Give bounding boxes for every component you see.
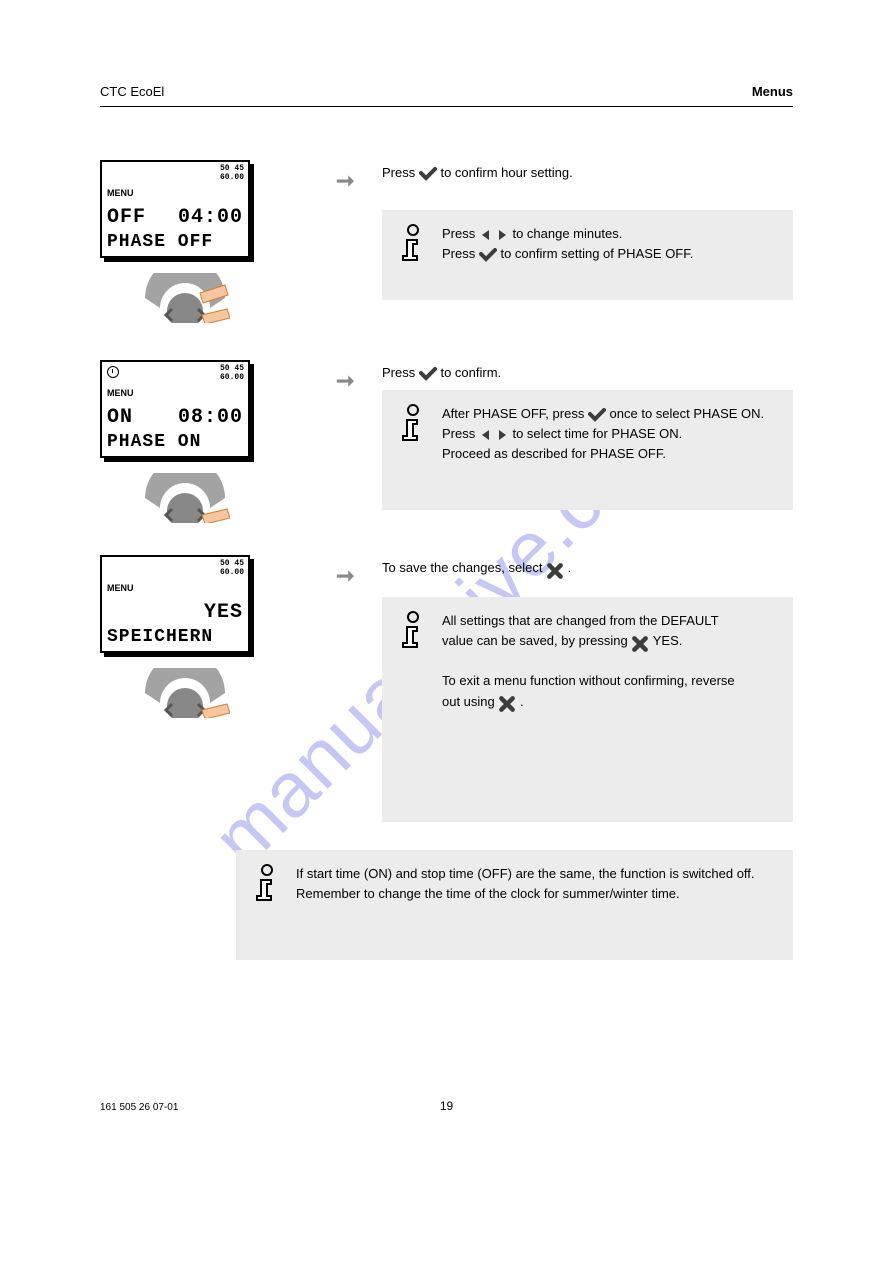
device-screen-save: 50 45 60.00 MENU YES SPEICHERN [100, 555, 250, 653]
leftright-icon [479, 228, 509, 242]
info-icon [400, 404, 426, 444]
device-screen-phase-on: 50 45 60.00 MENU ON 08:00 PHASE ON [100, 360, 250, 458]
check-icon [479, 248, 497, 262]
page: manualshive.com CTC EcoEl Menus 50 45 60… [0, 0, 893, 1263]
header-left: CTC EcoEl [100, 84, 164, 99]
screen-line1-right: YES [204, 601, 243, 624]
screen-menu-label: MENU [107, 583, 134, 593]
info-icon [254, 864, 280, 904]
x-icon [498, 695, 516, 709]
x-icon [546, 562, 564, 576]
screen-line1-left: ON [107, 406, 133, 429]
arrow-right-icon: ➞ [336, 563, 354, 589]
action-text-3: To save the changes, select . [382, 559, 793, 577]
step-phase-on: 50 45 60.00 MENU ON 08:00 PHASE ON ➞ [100, 360, 793, 523]
page-header: CTC EcoEl Menus [100, 84, 793, 99]
screen-line1-right: 04:00 [178, 206, 243, 229]
screen-menu-label: MENU [107, 388, 134, 398]
action-text-2: Press to confirm. [382, 364, 793, 382]
control-knob-icon [140, 473, 230, 523]
x-icon [631, 635, 649, 649]
screen-line2: SPEICHERN [107, 627, 243, 647]
leftright-icon [479, 428, 509, 442]
screen-status-numbers: 50 45 60.00 [220, 560, 244, 578]
check-icon [419, 367, 437, 381]
screen-line1-left: OFF [107, 206, 146, 229]
screen-status-numbers: 50 45 60.00 [220, 365, 244, 383]
screen-menu-label: MENU [107, 188, 134, 198]
device-screen-phase-off: 50 45 60.00 MENU OFF 04:00 PHASE OFF [100, 160, 250, 258]
control-knob-icon [140, 668, 230, 718]
info-box-final: If start time (ON) and stop time (OFF) a… [236, 850, 793, 960]
check-icon [419, 167, 437, 181]
header-divider [100, 106, 793, 107]
page-number: 19 [0, 1099, 893, 1113]
info-final-text: If start time (ON) and stop time (OFF) a… [296, 866, 755, 901]
info-icon [400, 224, 426, 264]
arrow-right-icon: ➞ [336, 168, 354, 194]
screen-line2: PHASE OFF [107, 232, 243, 252]
step-phase-off: 50 45 60.00 MENU OFF 04:00 PHASE OFF [100, 160, 793, 323]
clock-icon [107, 366, 119, 378]
screen-line1-right: 08:00 [178, 406, 243, 429]
info-icon [400, 611, 426, 651]
action-text-1: Press to confirm hour setting. [382, 164, 793, 182]
info-box-2: After PHASE OFF, press once to select PH… [382, 390, 793, 510]
check-icon [588, 408, 606, 422]
header-right: Menus [752, 84, 793, 99]
screen-line2: PHASE ON [107, 432, 243, 452]
info-box-3: All settings that are changed from the D… [382, 597, 793, 822]
arrow-right-icon: ➞ [336, 368, 354, 394]
screen-status-numbers: 50 45 60.00 [220, 165, 244, 183]
control-knob-icon [140, 273, 230, 323]
step-save: 50 45 60.00 MENU YES SPEICHERN ➞ [100, 555, 793, 718]
info-box-1: Press to change minutes. Press to confir… [382, 210, 793, 300]
